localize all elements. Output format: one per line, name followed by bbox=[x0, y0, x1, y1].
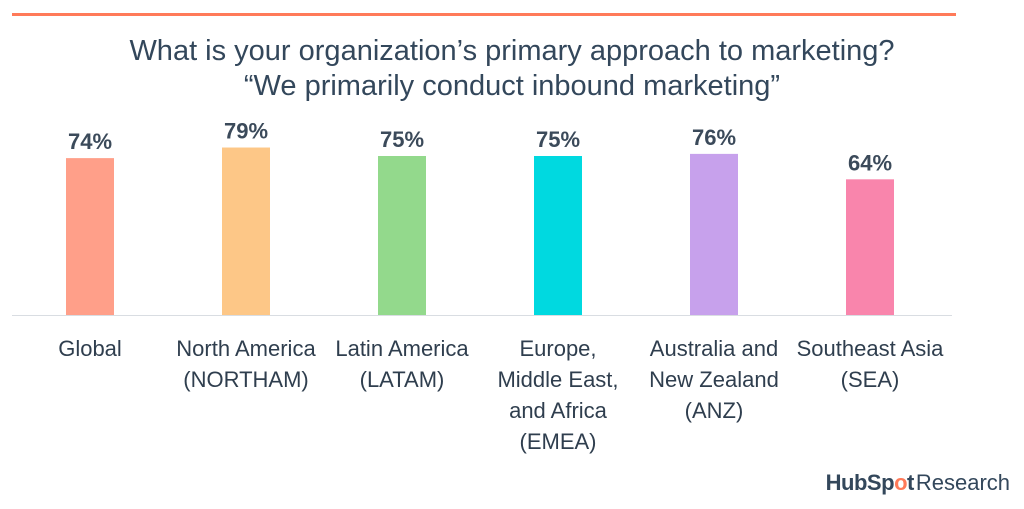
chart-subtitle: “We primarily conduct inbound marketing” bbox=[243, 70, 781, 102]
category-label-2: Latin America (LATAM) bbox=[335, 336, 469, 392]
category-label-line: (LATAM) bbox=[360, 367, 445, 392]
category-label-4: Australia and New Zealand (ANZ) bbox=[649, 336, 779, 423]
bars-group bbox=[66, 147, 894, 315]
category-label-line: Europe, bbox=[519, 336, 596, 361]
category-label-line: New Zealand bbox=[649, 367, 779, 392]
category-label-0: Global bbox=[58, 336, 122, 361]
bar-3 bbox=[534, 156, 582, 315]
logo-brand: HubSpot bbox=[825, 470, 915, 495]
bar-1 bbox=[222, 147, 270, 315]
logo-suffix: Research bbox=[915, 470, 1010, 495]
chart-title: What is your organization’s primary appr… bbox=[129, 35, 895, 67]
bar-value-label-2: 75% bbox=[380, 127, 424, 152]
category-label-line: Australia and bbox=[650, 336, 778, 361]
category-label-line: (NORTHAM) bbox=[183, 367, 308, 392]
bar-value-label-1: 79% bbox=[224, 119, 268, 144]
category-label-3: Europe, Middle East, and Africa (EMEA) bbox=[497, 336, 618, 454]
category-labels-group: Global North America (NORTHAM) Latin Americ… bbox=[58, 336, 944, 454]
bar-value-label-4: 76% bbox=[692, 125, 736, 150]
category-label-line: North America bbox=[176, 336, 316, 361]
category-label-line: Latin America bbox=[335, 336, 469, 361]
category-label-1: North America (NORTHAM) bbox=[176, 336, 316, 392]
category-label-line: and Africa bbox=[509, 398, 608, 423]
logo-sprocket-icon: o bbox=[894, 470, 908, 495]
bar-5 bbox=[846, 179, 894, 315]
bar-4 bbox=[690, 153, 738, 315]
bar-value-label-3: 75% bbox=[536, 127, 580, 152]
category-label-line: Middle East, bbox=[497, 367, 618, 392]
bar-value-label-5: 64% bbox=[848, 150, 892, 175]
bar-2 bbox=[378, 156, 426, 315]
category-label-line: Southeast Asia bbox=[797, 336, 945, 361]
hubspot-research-logo: HubSpotResearch bbox=[826, 472, 1010, 494]
category-label-line: (SEA) bbox=[841, 367, 900, 392]
top-accent-rule bbox=[12, 13, 956, 16]
bar-value-label-0: 74% bbox=[68, 129, 112, 154]
category-label-line: Global bbox=[58, 336, 122, 361]
category-label-line: (ANZ) bbox=[685, 398, 744, 423]
bar-0 bbox=[66, 158, 114, 315]
category-label-5: Southeast Asia (SEA) bbox=[797, 336, 945, 392]
category-label-line: (EMEA) bbox=[520, 429, 597, 454]
value-labels-group: 74% 79% 75% 75% 76% 64% bbox=[68, 119, 892, 176]
